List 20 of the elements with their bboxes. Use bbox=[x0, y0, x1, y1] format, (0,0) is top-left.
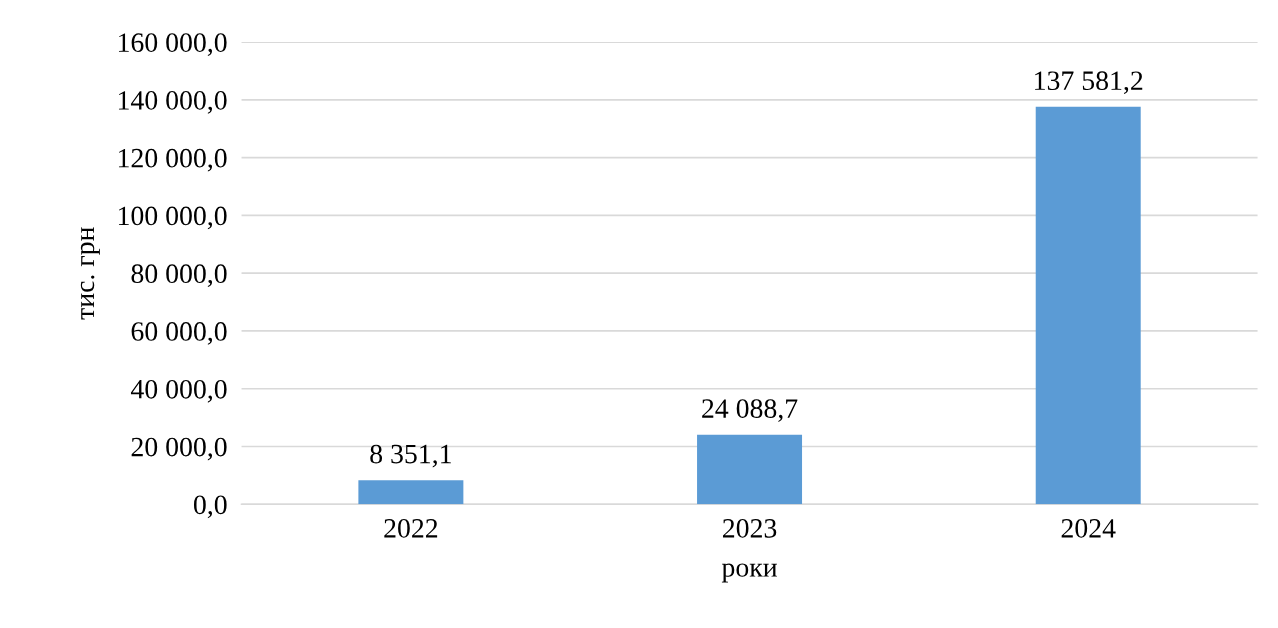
bar bbox=[1035, 106, 1141, 505]
y-tick-label: 100 000,0 bbox=[118, 206, 227, 230]
bar bbox=[358, 480, 464, 505]
x-axis-title: роки bbox=[721, 563, 777, 583]
y-tick-label: 0,0 bbox=[193, 495, 227, 519]
y-tick-label: 20 000,0 bbox=[131, 437, 227, 461]
data-label: 24 088,7 bbox=[702, 399, 798, 422]
y-tick-label: 140 000,0 bbox=[118, 91, 227, 114]
x-tick-label: 2024 bbox=[1061, 518, 1116, 538]
y-tick-label: 40 000,0 bbox=[130, 379, 227, 403]
y-tick-label: 120 000,0 bbox=[118, 148, 227, 172]
bar bbox=[697, 434, 803, 505]
data-label: 137 581,2 bbox=[1035, 71, 1143, 95]
y-tick-label: 60 000,0 bbox=[131, 322, 227, 345]
data-label: 8 351,1 bbox=[370, 444, 451, 468]
x-tick-label: 2022 bbox=[384, 518, 438, 538]
y-tick-label: 160 000,0 bbox=[118, 33, 227, 56]
y-tick-label: 80 000,0 bbox=[131, 264, 227, 288]
x-tick-label: 2023 bbox=[722, 518, 777, 538]
y-axis-title: тис. грн bbox=[80, 227, 100, 320]
